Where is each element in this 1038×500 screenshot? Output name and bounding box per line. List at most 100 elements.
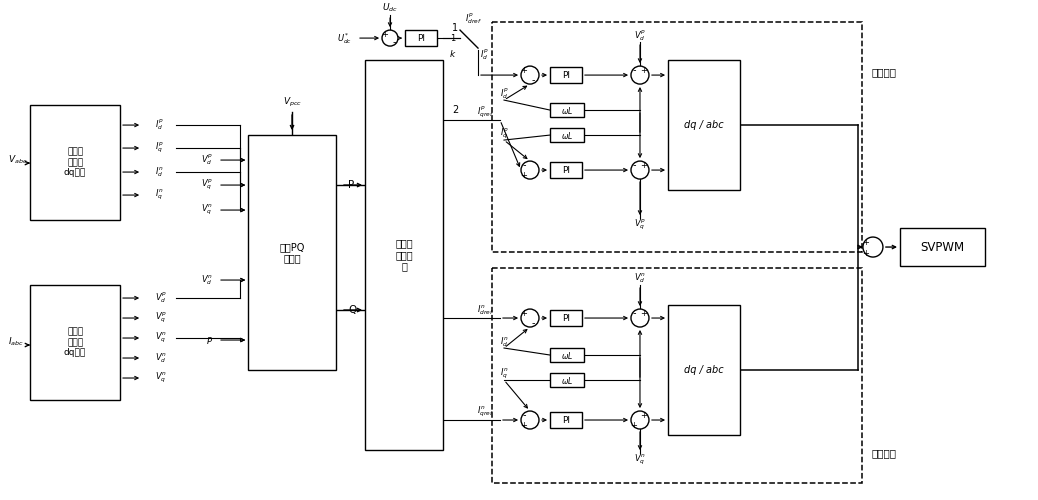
Text: $\omega L$: $\omega L$	[561, 350, 573, 360]
Text: +: +	[863, 238, 870, 246]
Text: 计算电
流参考
值: 计算电 流参考 值	[395, 238, 413, 272]
Text: PI: PI	[562, 166, 570, 174]
Text: +: +	[863, 248, 870, 258]
Bar	[365, 60, 443, 450]
Text: $V_q^p$: $V_q^p$	[201, 178, 213, 192]
Text: 正负序
分离和
dq分解: 正负序 分离和 dq分解	[64, 328, 86, 358]
Text: $V_d^p$: $V_d^p$	[634, 28, 646, 42]
Text: $V_{pcc}$: $V_{pcc}$	[282, 96, 302, 108]
Text: P: P	[348, 180, 354, 190]
Circle shape	[631, 411, 649, 429]
Text: $I_d^n$: $I_d^n$	[155, 166, 164, 179]
Circle shape	[382, 30, 398, 46]
Text: +: +	[630, 420, 637, 430]
Text: $\omega L$: $\omega L$	[561, 130, 573, 140]
Circle shape	[521, 309, 539, 327]
Text: 负序控制: 负序控制	[872, 448, 897, 458]
Bar	[550, 103, 584, 117]
Text: $\omega L$: $\omega L$	[561, 104, 573, 116]
Text: 2: 2	[452, 105, 458, 115]
Text: +: +	[640, 66, 648, 74]
Text: -: -	[632, 160, 635, 170]
Text: +: +	[640, 410, 648, 420]
Text: $I_q^n$: $I_q^n$	[500, 367, 509, 381]
Text: $U_{dc}$: $U_{dc}$	[382, 2, 398, 14]
Text: Q: Q	[348, 305, 356, 315]
Text: $V_d^p$: $V_d^p$	[155, 290, 167, 306]
Text: dq / abc: dq / abc	[684, 120, 723, 130]
Text: $I_{dref}^p$: $I_{dref}^p$	[465, 10, 482, 26]
Bar	[248, 135, 336, 370]
Text: $I_d^p$: $I_d^p$	[500, 86, 509, 102]
Circle shape	[631, 66, 649, 84]
Bar	[550, 310, 582, 326]
Text: $V_q^n$: $V_q^n$	[155, 371, 167, 385]
Text: $I_d^n$: $I_d^n$	[500, 336, 509, 349]
Circle shape	[631, 161, 649, 179]
Text: $V_d^n$: $V_d^n$	[634, 272, 646, 285]
Circle shape	[521, 66, 539, 84]
Text: $I_d^p$: $I_d^p$	[480, 46, 489, 62]
Text: -: -	[531, 75, 535, 85]
Text: $V_q^n$: $V_q^n$	[634, 453, 646, 467]
Bar	[900, 228, 985, 266]
Bar	[668, 60, 740, 190]
Bar	[30, 285, 120, 400]
Text: +: +	[521, 308, 527, 318]
Text: SVPWM: SVPWM	[921, 240, 964, 254]
Text: +: +	[521, 170, 527, 179]
Text: 1: 1	[449, 34, 455, 42]
Text: 正序控制: 正序控制	[872, 67, 897, 77]
Text: $I_{qref}^n$: $I_{qref}^n$	[477, 405, 494, 419]
Text: $I_q^p$: $I_q^p$	[500, 127, 509, 141]
Text: dq / abc: dq / abc	[684, 365, 723, 375]
Circle shape	[631, 309, 649, 327]
Text: $\omega L$: $\omega L$	[561, 374, 573, 386]
Bar	[550, 67, 582, 83]
Text: $V_d^n$: $V_d^n$	[201, 274, 213, 287]
Text: +: +	[521, 420, 527, 430]
Text: PI: PI	[562, 314, 570, 322]
Text: -: -	[531, 318, 535, 328]
Text: PI: PI	[562, 70, 570, 80]
Text: $P$: $P$	[206, 334, 213, 345]
Text: $V_q^n$: $V_q^n$	[155, 331, 167, 345]
Text: +: +	[521, 66, 527, 74]
Circle shape	[521, 411, 539, 429]
Text: $I_d^p$: $I_d^p$	[155, 118, 164, 132]
Text: $I_{qref}^p$: $I_{qref}^p$	[477, 104, 494, 120]
Text: +: +	[382, 30, 388, 38]
Text: 正负序
分离和
dq分解: 正负序 分离和 dq分解	[64, 148, 86, 178]
Text: $V_q^p$: $V_q^p$	[634, 218, 646, 232]
Text: -: -	[632, 65, 635, 75]
Bar	[405, 30, 437, 46]
Text: $V_d^n$: $V_d^n$	[155, 352, 167, 365]
Bar	[550, 128, 584, 142]
Text: $V_d^p$: $V_d^p$	[201, 152, 213, 168]
Bar	[492, 268, 862, 483]
Bar	[550, 348, 584, 362]
Text: 1: 1	[452, 23, 458, 33]
Bar	[668, 305, 740, 435]
Text: $V_{abc}$: $V_{abc}$	[8, 154, 28, 166]
Text: PI: PI	[417, 34, 425, 42]
Bar	[550, 373, 584, 387]
Text: $I_q^n$: $I_q^n$	[155, 188, 164, 202]
Text: +: +	[640, 160, 648, 170]
Text: -: -	[522, 160, 526, 170]
Text: 计算PQ
参考值: 计算PQ 参考值	[279, 242, 305, 264]
Text: -: -	[522, 410, 526, 420]
Text: $I_{abc}$: $I_{abc}$	[8, 336, 24, 348]
Text: k: k	[449, 50, 455, 58]
Text: -: -	[392, 37, 395, 47]
Circle shape	[863, 237, 883, 257]
Text: $I_q^p$: $I_q^p$	[155, 141, 164, 155]
Bar	[550, 162, 582, 178]
Text: $I_{dref}^n$: $I_{dref}^n$	[477, 304, 494, 317]
Text: $V_q^n$: $V_q^n$	[201, 203, 213, 217]
Circle shape	[521, 161, 539, 179]
Bar	[30, 105, 120, 220]
Bar	[492, 22, 862, 252]
Text: +: +	[640, 308, 648, 318]
Bar	[550, 412, 582, 428]
